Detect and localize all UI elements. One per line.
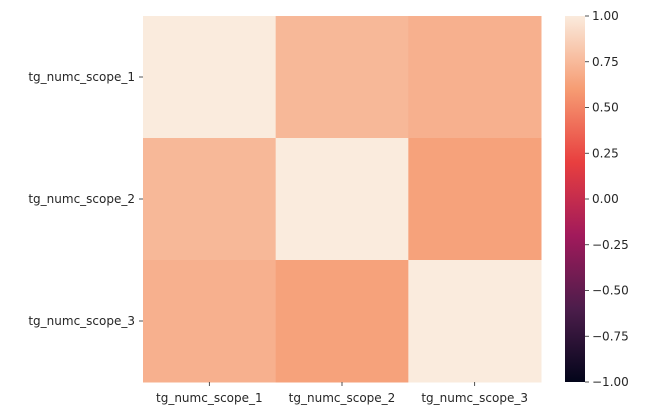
colorbar-tick-label: 0.00 <box>592 192 619 206</box>
colorbar-tick-labels: 1.00 0.75 0.50 0.25 0.00 −0.25 −0.50 −0.75 −1.00 <box>585 9 629 389</box>
colorbar-tick-label: −0.25 <box>592 238 629 252</box>
y-tick-label: tg_numc_scope_1 <box>28 70 135 84</box>
heatmap-cell-3-1 <box>143 260 277 383</box>
colorbar-tick-label: −0.50 <box>592 284 629 298</box>
heatmap-cell-1-3 <box>408 16 542 139</box>
colorbar <box>565 16 585 382</box>
colorbar-tick-label: 0.25 <box>592 146 619 160</box>
x-tick-label: tg_numc_scope_2 <box>289 391 396 405</box>
heatmap-cells <box>143 16 542 383</box>
colorbar-tick-label: 0.50 <box>592 101 619 115</box>
x-tick-label: tg_numc_scope_1 <box>156 391 263 405</box>
heatmap-cell-1-1 <box>143 16 277 139</box>
colorbar-tick-label: −0.75 <box>592 329 629 343</box>
heatmap-cell-2-1 <box>143 138 277 261</box>
heatmap-cell-2-2 <box>275 138 409 261</box>
heatmap-cell-3-3 <box>408 260 542 383</box>
colorbar-tick-label: 1.00 <box>592 9 619 23</box>
colorbar-tick-label: −1.00 <box>592 375 629 389</box>
x-tick-label: tg_numc_scope_3 <box>421 391 528 405</box>
y-tick-label: tg_numc_scope_3 <box>28 314 135 328</box>
x-tick-labels: tg_numc_scope_1 tg_numc_scope_2 tg_numc_sc… <box>156 382 528 405</box>
heatmap-cell-1-2 <box>275 16 409 139</box>
heatmap-cell-3-2 <box>275 260 409 383</box>
colorbar-tick-label: 0.75 <box>592 55 619 69</box>
y-tick-labels: tg_numc_scope_1 tg_numc_scope_2 tg_numc_sc… <box>28 70 143 328</box>
y-tick-label: tg_numc_scope_2 <box>28 192 135 206</box>
heatmap-cell-2-3 <box>408 138 542 261</box>
